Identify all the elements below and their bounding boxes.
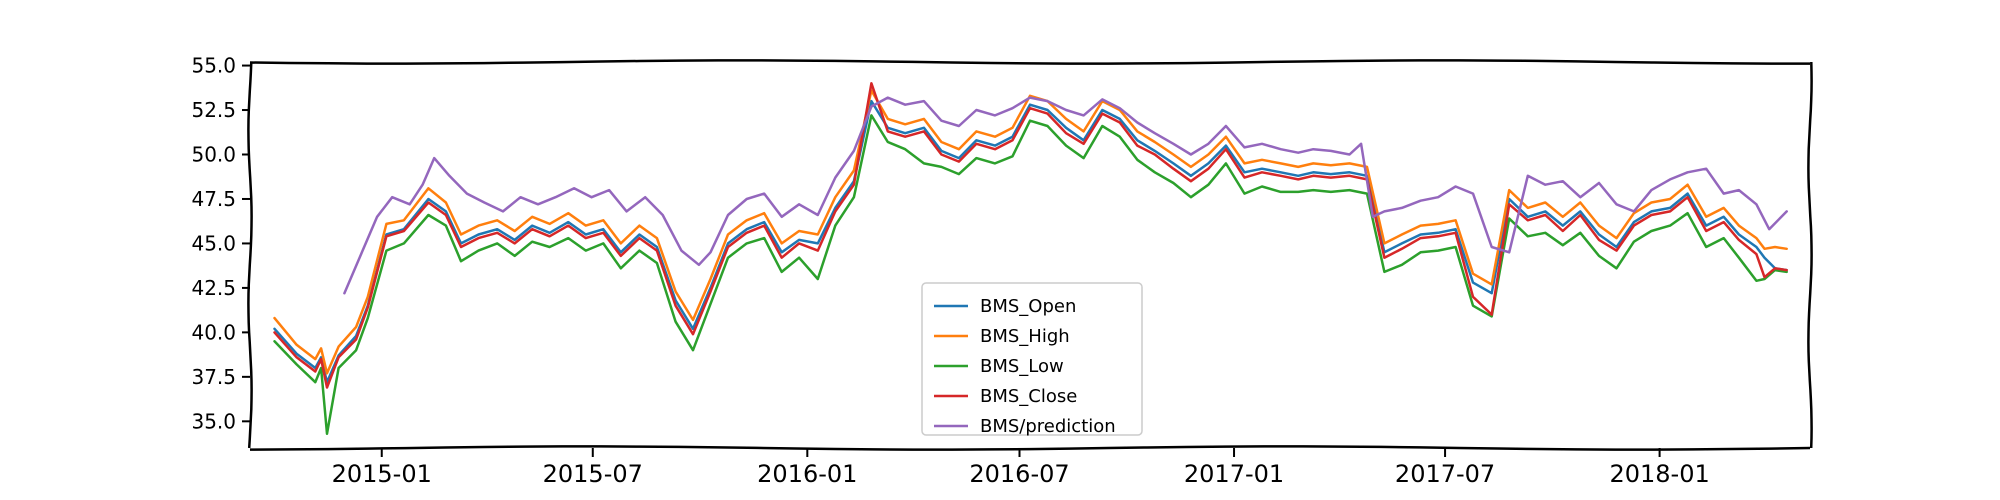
x-tick-label: 2016-07 bbox=[969, 460, 1069, 488]
series-line-bms-low bbox=[273, 114, 1788, 436]
plot-frame-top bbox=[249, 59, 1810, 65]
series-line-bms-high bbox=[273, 89, 1788, 375]
y-tick-label: 50.0 bbox=[191, 142, 236, 166]
series-line-bms-prediction bbox=[343, 96, 1788, 295]
legend-label-bms-prediction: BMS/prediction bbox=[980, 416, 1116, 437]
plot-frame-left bbox=[247, 61, 253, 449]
x-tick-label: 2017-07 bbox=[1395, 460, 1495, 488]
y-tick-label: 52.5 bbox=[191, 98, 236, 122]
x-tick-label: 2015-01 bbox=[332, 460, 432, 488]
y-tick-label: 55.0 bbox=[191, 54, 236, 78]
x-tick-label: 2017-01 bbox=[1184, 460, 1284, 488]
x-tick-label: 2015-07 bbox=[543, 460, 643, 488]
y-tick-label: 37.5 bbox=[191, 365, 236, 389]
legend-label-bms-close: BMS_Close bbox=[980, 386, 1077, 407]
legend: BMS_Open BMS_High BMS_Low BMS_Close BMS/pred… bbox=[921, 282, 1143, 437]
legend-box bbox=[921, 282, 1143, 436]
legend-label-bms-open: BMS_Open bbox=[980, 296, 1076, 317]
plot-frame-right bbox=[1807, 61, 1813, 449]
y-tick-label: 45.0 bbox=[191, 231, 236, 255]
legend-label-bms-high: BMS_High bbox=[980, 326, 1070, 347]
series-layer bbox=[273, 82, 1788, 436]
y-tick-label: 47.5 bbox=[191, 187, 236, 211]
legend-label-bms-low: BMS_Low bbox=[980, 356, 1064, 377]
series-line-bms-close bbox=[273, 82, 1788, 389]
y-tick-label: 40.0 bbox=[191, 320, 236, 344]
axes-layer: 35.0 37.5 40.0 42.5 45.0 47.5 50.0 52.5 55.0 2015… bbox=[191, 54, 1813, 488]
series-line-bms-open bbox=[273, 99, 1788, 384]
y-tick-label: 42.5 bbox=[191, 276, 236, 300]
x-tick-label: 2018-01 bbox=[1609, 460, 1709, 488]
y-tick-label: 35.0 bbox=[191, 409, 236, 433]
x-tick-label: 2016-01 bbox=[757, 460, 857, 488]
plot-frame-bottom bbox=[249, 445, 1811, 451]
